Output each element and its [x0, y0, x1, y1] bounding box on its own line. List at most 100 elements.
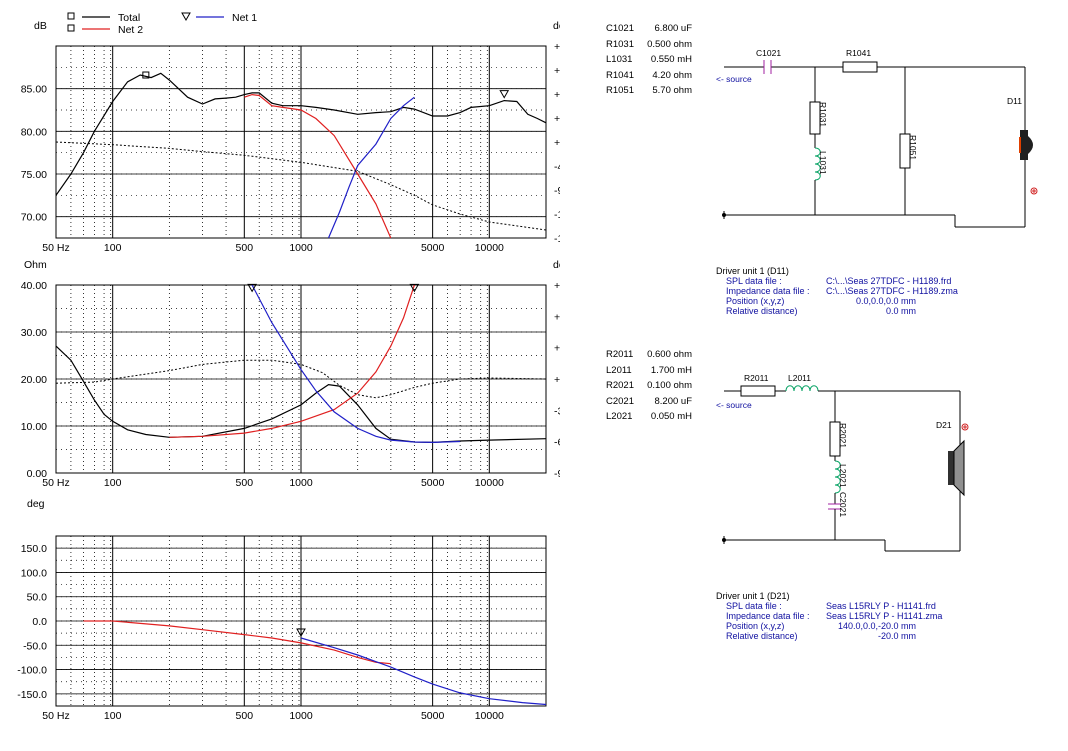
y2-tick-label: +0 [554, 137, 560, 149]
x-tick-label: 10000 [475, 242, 504, 254]
y2-tick-label: -135 [554, 209, 560, 221]
x-tick-label: 100 [104, 477, 122, 489]
driver-info-value: 140.0,0.0,-20.0 mm [837, 621, 916, 631]
part-name: L1031 [606, 54, 633, 65]
legend-label: Net 1 [232, 12, 257, 24]
driver-info-row: Impedance data file : Seas L15RLY P - H11… [716, 611, 942, 621]
x-tick-label: 100 [104, 242, 122, 254]
r1051-label: R1051 [908, 135, 918, 160]
x-tick-label: 50 Hz [42, 477, 69, 489]
y-tick-label: 40.00 [21, 280, 47, 292]
driver-info-key: SPL data file : [726, 601, 782, 611]
x-tick-label: 10000 [475, 477, 504, 489]
legend-label: Net 2 [118, 24, 143, 36]
part-row: L2021 0.050 mH [606, 409, 692, 425]
part-value: 0.550 mH [650, 54, 692, 65]
y2-tick-label: +60 [554, 311, 560, 323]
driver-info-row: Relative distance) 0.0 mm [716, 306, 958, 316]
legend-marker [67, 24, 75, 32]
part-value: 0.600 ohm [647, 349, 692, 360]
series-line-net-2 [169, 284, 415, 438]
y-tick-label: 30.00 [21, 327, 47, 339]
x-tick-label: 500 [236, 477, 254, 489]
r1041-resistor [842, 61, 878, 73]
y2-tick-label: -30 [554, 405, 560, 417]
y2-tick-label: +30 [554, 343, 560, 355]
part-name: R1041 [606, 69, 634, 81]
source-label: <- source [716, 74, 752, 84]
y-tick-label: 150.0 [21, 543, 47, 555]
y2-tick-label: -60 [554, 437, 560, 449]
y-tick-label: -50.0 [23, 640, 47, 652]
driver-info-value: Seas L15RLY P - H1141.zma [826, 611, 943, 621]
r2011-label: R2011 [744, 373, 769, 383]
chart-2: 40.00 30.00 20.00 10.00 0.00 +90 +60 +30 +0 -30 -6… [21, 259, 560, 489]
x-tick-label: 500 [236, 242, 254, 254]
part-name: L2011 [606, 364, 632, 376]
network1-driver-info: Driver unit 1 (D11) SPL data file : C:\...… [716, 266, 958, 316]
part-row: L2011 1.700 mH [606, 363, 692, 379]
r1041-label: R1041 [846, 48, 871, 58]
network2-schematic: R2011 L2011 <- source D21 R2021 L2021 C2… [716, 373, 969, 552]
x-tick-label: 1000 [289, 242, 313, 254]
driver-info-value: Seas L15RLY P - H1141.frd [826, 601, 936, 611]
y-tick-label: -100.0 [17, 665, 47, 677]
driver-title: Driver unit 1 (D11) [716, 266, 789, 276]
series-line-net-2 [83, 620, 391, 665]
x-tick-label: 50 Hz [42, 242, 69, 254]
y-tick-label: 50.0 [27, 592, 48, 604]
y-tick-label: 20.00 [21, 374, 47, 386]
part-name: R2021 [606, 380, 634, 391]
driver-info-row: SPL data file : C:\...\Seas 27TDFC - H118… [716, 276, 958, 286]
x-tick-label: 100 [104, 710, 122, 722]
network1-part-list: C1021 6.800 uF R1031 0.500 ohm L1031 0.550 mH… [606, 21, 692, 99]
part-row: C1021 6.800 uF [606, 21, 692, 37]
driver-info-value: 0.0 mm [885, 306, 916, 316]
driver-info-value: 0.0,0.0,0.0 mm [855, 296, 916, 306]
part-row: R1041 4.20 ohm [606, 68, 692, 84]
x-tick-label: 10000 [475, 710, 504, 722]
driver-info-row: Position (x,y,z) 0.0,0.0,0.0 mm [716, 296, 958, 306]
part-row: C2021 8.200 uF [606, 394, 692, 410]
y2-tick-label: +90 [554, 280, 560, 292]
phase-marker [296, 628, 306, 638]
part-value: 0.100 ohm [647, 380, 692, 391]
network1-schematic: C1021 R1041 <- source D11 R1031 L1031 R1… [716, 48, 1038, 228]
driver-info-value: -20.0 mm [877, 631, 916, 641]
x-tick-label: 5000 [421, 710, 445, 722]
part-row: L1031 0.550 mH [606, 52, 692, 68]
y2-axis-label: deg [553, 259, 560, 271]
d21-label: D21 [936, 420, 952, 430]
impedance-marker [409, 283, 420, 293]
source-label-2: <- source [716, 400, 752, 410]
l2011-label: L2011 [788, 373, 811, 383]
chart-3: 150.0 100.0 50.0 0.0 -50.0 -100.0 -150.0 deg 50 … [17, 498, 547, 722]
y-tick-label: 10.00 [21, 421, 47, 433]
driver-title: Driver unit 1 (D21) [716, 591, 790, 601]
driver-info-key: Relative distance) [726, 631, 798, 641]
x-tick-label: 1000 [289, 710, 313, 722]
driver-info-key: Position (x,y,z) [726, 621, 785, 631]
driver-info-row: Relative distance) -20.0 mm [716, 631, 942, 641]
part-value: 4.20 ohm [652, 69, 692, 81]
driver-info-row: Impedance data file : C:\...\Seas 27TDFC … [716, 286, 958, 296]
driver-info-row: SPL data file : Seas L15RLY P - H1141.frd [716, 601, 942, 611]
chart-1: 85.00 80.00 75.00 70.00 +180 +135 +90 +45 +0 -45 -… [21, 12, 560, 254]
series-line-net-2 [244, 93, 392, 239]
y-axis-label: deg [27, 498, 45, 510]
part-row: R1031 0.500 ohm [606, 37, 692, 53]
y2-tick-label: +0 [554, 374, 560, 386]
x-tick-label: 1000 [289, 477, 313, 489]
y-axis-label: dB [34, 20, 47, 32]
network2-driver-info: Driver unit 1 (D21) SPL data file : Seas L… [716, 591, 942, 641]
part-value: 0.500 ohm [647, 38, 692, 50]
legend-label: Total [118, 12, 140, 24]
series-line-net-1 [251, 284, 461, 444]
x-tick-label: 50 Hz [42, 710, 69, 722]
driver-info-key: Impedance data file : [726, 286, 810, 296]
d11-label: D11 [1007, 96, 1022, 106]
y-tick-label: 85.00 [21, 84, 47, 96]
part-name: R1051 [606, 85, 634, 96]
part-value: 8.200 uF [654, 395, 693, 407]
driver-info-key: Relative distance) [726, 306, 798, 316]
